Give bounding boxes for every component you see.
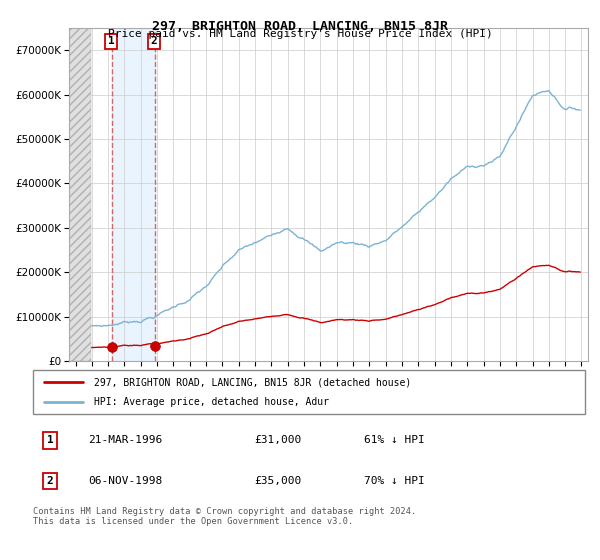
Text: £31,000: £31,000 — [254, 435, 301, 445]
Text: 2: 2 — [151, 36, 157, 46]
Text: 21-MAR-1996: 21-MAR-1996 — [88, 435, 163, 445]
Text: 1: 1 — [47, 435, 53, 445]
Bar — [112, 28, 155, 361]
Text: 2: 2 — [47, 476, 53, 486]
Text: 06-NOV-1998: 06-NOV-1998 — [88, 476, 163, 486]
Text: Price paid vs. HM Land Registry's House Price Index (HPI): Price paid vs. HM Land Registry's House … — [107, 29, 493, 39]
Text: 1: 1 — [107, 36, 115, 46]
Text: 297, BRIGHTON ROAD, LANCING, BN15 8JR (detached house): 297, BRIGHTON ROAD, LANCING, BN15 8JR (d… — [94, 377, 411, 387]
Text: 61% ↓ HPI: 61% ↓ HPI — [364, 435, 425, 445]
Text: 297, BRIGHTON ROAD, LANCING, BN15 8JR: 297, BRIGHTON ROAD, LANCING, BN15 8JR — [152, 20, 448, 32]
Text: HPI: Average price, detached house, Adur: HPI: Average price, detached house, Adur — [94, 397, 329, 407]
Text: Contains HM Land Registry data © Crown copyright and database right 2024.
This d: Contains HM Land Registry data © Crown c… — [33, 507, 416, 526]
Text: £35,000: £35,000 — [254, 476, 301, 486]
Text: 70% ↓ HPI: 70% ↓ HPI — [364, 476, 425, 486]
FancyBboxPatch shape — [33, 370, 585, 414]
